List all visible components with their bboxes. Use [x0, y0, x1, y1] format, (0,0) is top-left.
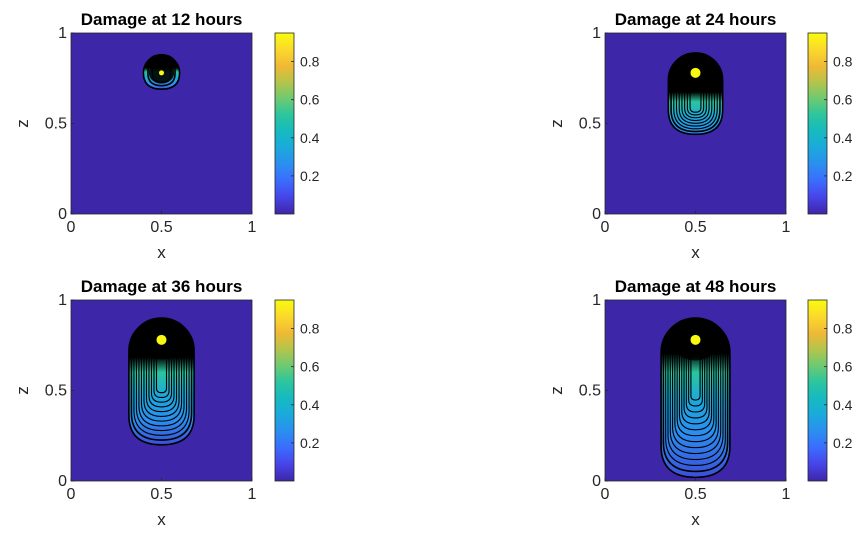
source-point	[156, 334, 167, 345]
x-tick-label: 0	[67, 486, 76, 503]
y-tick-label: 0	[58, 206, 67, 223]
colorbar-tick-label: 0.2	[300, 168, 320, 184]
x-tick-label: 0	[601, 486, 610, 503]
contour-line	[665, 318, 726, 467]
y-axis-label: z	[13, 386, 32, 395]
x-axis-label: x	[691, 243, 700, 262]
x-tick-label: 1	[782, 219, 791, 236]
y-tick-label: 0.5	[45, 383, 67, 400]
plot-title: Damage at 24 hours	[615, 10, 777, 29]
colorbar-tick-label: 0.6	[300, 359, 320, 375]
y-tick-label: 0	[58, 473, 67, 490]
contour-line	[675, 54, 716, 127]
y-tick-label: 1	[58, 25, 67, 42]
x-tick-label: 1	[782, 486, 791, 503]
subplot-4: Damage at 48 hours 0 0.5 1 0 0.5 1 x z 0.2 0.4 0.6 0…	[547, 277, 853, 529]
contour-line	[670, 52, 721, 133]
x-axis-label: x	[157, 243, 166, 262]
contour-line	[135, 319, 188, 432]
x-tick-label: 0	[601, 219, 610, 236]
colorbar-tick-label: 0.8	[300, 54, 320, 70]
y-axis-label: z	[547, 386, 566, 395]
y-tick-label: 0.5	[579, 383, 601, 400]
x-tick-label: 0	[67, 219, 76, 236]
colorbar	[807, 299, 828, 482]
y-tick-label: 1	[592, 25, 601, 42]
contour-line	[142, 53, 181, 90]
colorbar-tick-label: 0.2	[833, 435, 853, 451]
colorbar-tick-label: 0.4	[833, 130, 853, 146]
colorbar-tick-label: 0.6	[300, 92, 320, 108]
subplot-2: Damage at 24 hours 0 0.5 1 0 0.5 1 x z 0.2 0.4 0.6 0…	[547, 10, 853, 262]
plot-title: Damage at 12 hours	[81, 10, 243, 29]
colorbar-tick-label: 0.4	[300, 397, 320, 413]
x-tick-label: 0.5	[150, 219, 172, 236]
x-tick-label: 0.5	[684, 219, 706, 236]
colorbar-tick-label: 0.4	[300, 130, 320, 146]
colorbar	[807, 32, 828, 215]
y-axis-label: z	[547, 119, 566, 128]
colorbar	[274, 299, 295, 482]
colorbar-tick-label: 0.6	[833, 359, 853, 375]
damage-region	[661, 318, 730, 478]
y-tick-label: 0.5	[579, 116, 601, 133]
subplot-3: Damage at 36 hours 0 0.5 1 0 0.5 1 x z 0.2 0.4 0.6 0…	[13, 277, 320, 529]
x-tick-label: 1	[248, 219, 257, 236]
source-point	[690, 67, 701, 78]
contour-line	[678, 54, 713, 124]
colorbar-tick-label: 0.2	[300, 435, 320, 451]
colorbar-tick-label: 0.6	[833, 92, 853, 108]
contour-line	[673, 53, 718, 130]
y-axis-label: z	[13, 119, 32, 128]
colorbar-tick-label: 0.8	[300, 321, 320, 337]
x-tick-label: 0.5	[684, 486, 706, 503]
contour-line	[147, 57, 176, 87]
colorbar-tick-label: 0.8	[833, 321, 853, 337]
x-tick-label: 0.5	[150, 486, 172, 503]
colorbar	[274, 32, 295, 215]
plot-title: Damage at 36 hours	[81, 277, 243, 296]
colorbar-tick-label: 0.8	[833, 54, 853, 70]
colorbar-tick-label: 0.4	[833, 397, 853, 413]
contour-line	[681, 55, 710, 122]
x-tick-label: 1	[248, 486, 257, 503]
y-tick-label: 0.5	[45, 116, 67, 133]
contour-line	[667, 52, 724, 136]
colorbar-tick-label: 0.2	[833, 168, 853, 184]
y-tick-label: 1	[592, 292, 601, 309]
y-tick-label: 0	[592, 473, 601, 490]
contour-line	[133, 318, 190, 436]
source-point	[159, 70, 164, 76]
y-tick-label: 0	[592, 206, 601, 223]
contour-line	[130, 317, 193, 441]
contour-line	[662, 317, 729, 473]
x-axis-label: x	[157, 510, 166, 529]
source-point	[690, 334, 701, 345]
plot-title: Damage at 48 hours	[615, 277, 777, 296]
subplot-1: Damage at 12 hours 0 0.5 1 0 0.5 1 x z 0.2 0.4 0.6 0…	[13, 10, 320, 262]
x-axis-label: x	[691, 510, 700, 529]
y-tick-label: 1	[58, 292, 67, 309]
